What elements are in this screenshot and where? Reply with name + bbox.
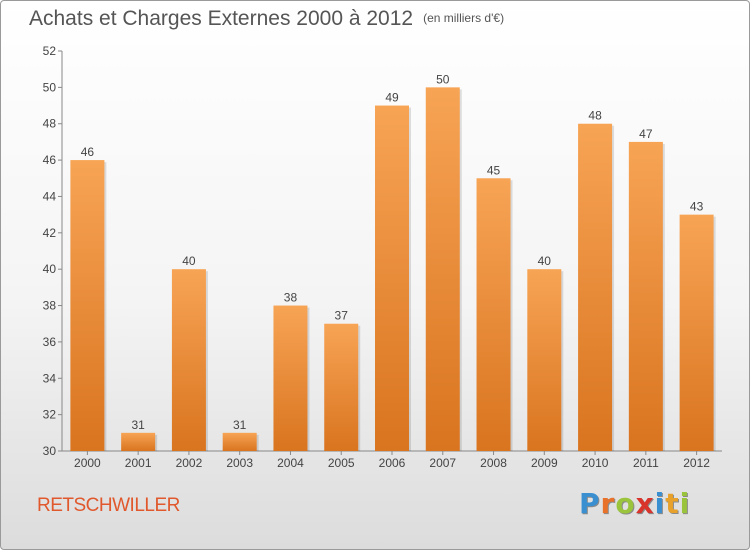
x-tick-label: 2001 bbox=[125, 456, 152, 470]
data-label: 49 bbox=[385, 91, 399, 105]
logo-letter: o bbox=[615, 487, 636, 520]
data-label: 37 bbox=[335, 309, 349, 323]
bar bbox=[425, 87, 460, 451]
y-tick-label: 44 bbox=[43, 189, 57, 203]
y-tick-label: 50 bbox=[43, 80, 57, 94]
x-tick-label: 2007 bbox=[429, 456, 456, 470]
x-tick-label: 2004 bbox=[277, 456, 304, 470]
y-tick-label: 46 bbox=[43, 153, 57, 167]
data-label: 31 bbox=[131, 418, 145, 432]
logo-letter: x bbox=[635, 487, 655, 520]
bar bbox=[375, 105, 409, 451]
x-tick-label: 2008 bbox=[480, 456, 507, 470]
data-label: 40 bbox=[538, 254, 552, 268]
y-tick-label: 34 bbox=[43, 371, 57, 385]
x-tick-label: 2010 bbox=[582, 456, 609, 470]
y-tick-label: 32 bbox=[43, 408, 57, 422]
bar bbox=[527, 269, 562, 451]
data-label: 46 bbox=[81, 145, 95, 159]
data-label: 40 bbox=[182, 254, 196, 268]
bar bbox=[70, 160, 105, 451]
data-label: 38 bbox=[284, 291, 298, 305]
chart-unit: (en milliers d'€) bbox=[423, 11, 505, 25]
x-tick-label: 2006 bbox=[379, 456, 406, 470]
y-tick-label: 40 bbox=[43, 262, 57, 276]
chart-title-text: Achats et Charges Externes 2000 à 2012 bbox=[29, 7, 414, 30]
data-label: 45 bbox=[487, 163, 501, 177]
bar bbox=[273, 305, 308, 451]
bar bbox=[628, 141, 663, 451]
chart-title: Achats et Charges Externes 2000 à 2012 (e… bbox=[29, 7, 504, 31]
y-tick-label: 38 bbox=[43, 299, 57, 313]
y-tick-label: 36 bbox=[43, 335, 57, 349]
bar bbox=[476, 178, 511, 452]
logo-letter: P bbox=[579, 487, 601, 520]
y-tick-label: 48 bbox=[43, 117, 57, 131]
x-tick-label: 2011 bbox=[633, 456, 659, 470]
x-tick-label: 2000 bbox=[74, 456, 101, 470]
data-label: 47 bbox=[639, 127, 653, 141]
commune-name: RETSCHWILLER bbox=[37, 495, 180, 516]
bar bbox=[171, 269, 206, 451]
data-label: 43 bbox=[690, 200, 704, 214]
data-label: 48 bbox=[588, 109, 602, 123]
logo-letter: i bbox=[654, 487, 666, 520]
x-tick-label: 2003 bbox=[226, 456, 253, 470]
bar bbox=[679, 214, 714, 451]
y-tick-label: 52 bbox=[43, 44, 57, 58]
data-label: 31 bbox=[233, 418, 247, 432]
logo-letter: r bbox=[600, 487, 616, 520]
bar bbox=[121, 432, 156, 451]
bar bbox=[222, 432, 257, 451]
bar bbox=[324, 323, 359, 451]
y-tick-label: 42 bbox=[43, 226, 57, 240]
proxiti-logo: Proxiti bbox=[579, 487, 690, 520]
logo-letter: i bbox=[679, 487, 691, 520]
logo-letter: t bbox=[665, 487, 680, 520]
bar bbox=[578, 123, 613, 452]
x-tick-label: 2002 bbox=[176, 456, 203, 470]
x-tick-label: 2005 bbox=[328, 456, 355, 470]
y-tick-label: 30 bbox=[43, 444, 57, 458]
x-tick-label: 2012 bbox=[683, 456, 710, 470]
data-label: 50 bbox=[436, 72, 450, 86]
x-tick-label: 2009 bbox=[531, 456, 558, 470]
